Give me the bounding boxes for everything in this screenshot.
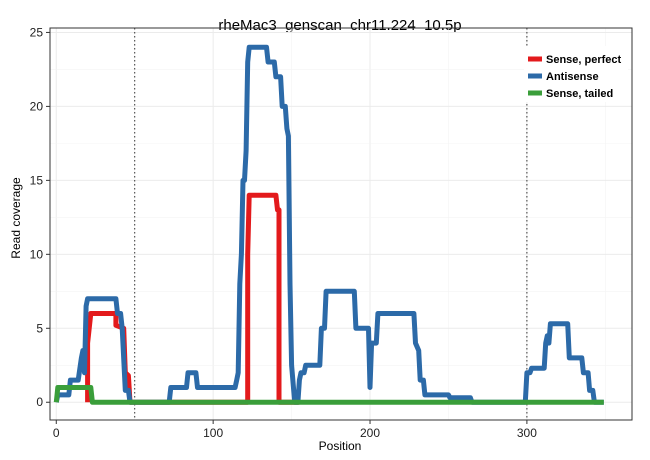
legend-label: Sense, tailed: [546, 88, 613, 100]
y-tick-label: 20: [30, 99, 44, 113]
y-tick-label: 15: [30, 173, 44, 187]
y-tick-label: 0: [36, 395, 43, 409]
legend-label: Antisense: [546, 71, 599, 83]
plot-border: [49, 27, 633, 421]
x-tick-label: 100: [203, 426, 223, 440]
x-tick-label: 300: [517, 426, 537, 440]
y-tick-label: 25: [30, 25, 44, 39]
x-axis-label: Position: [319, 439, 362, 453]
series-line-3: [53, 385, 604, 405]
y-tick-label: 5: [36, 321, 43, 335]
y-axis-label: Read coverage: [9, 177, 23, 259]
y-axis-ticks: 0 5 10 15 20 25: [30, 25, 50, 409]
x-axis-ticks: 0 100 200 300: [53, 420, 537, 440]
chart-title: rheMac3_genscan_chr11.224_10.5p: [218, 17, 461, 34]
x-tick-label: 0: [53, 426, 60, 440]
y-tick-label: 10: [30, 247, 44, 261]
legend-label: Sense, perfect: [546, 54, 622, 66]
x-tick-label: 200: [360, 426, 380, 440]
legend: Sense, perfect Antisense Sense, tailed: [524, 46, 628, 102]
data-series: [53, 44, 604, 405]
